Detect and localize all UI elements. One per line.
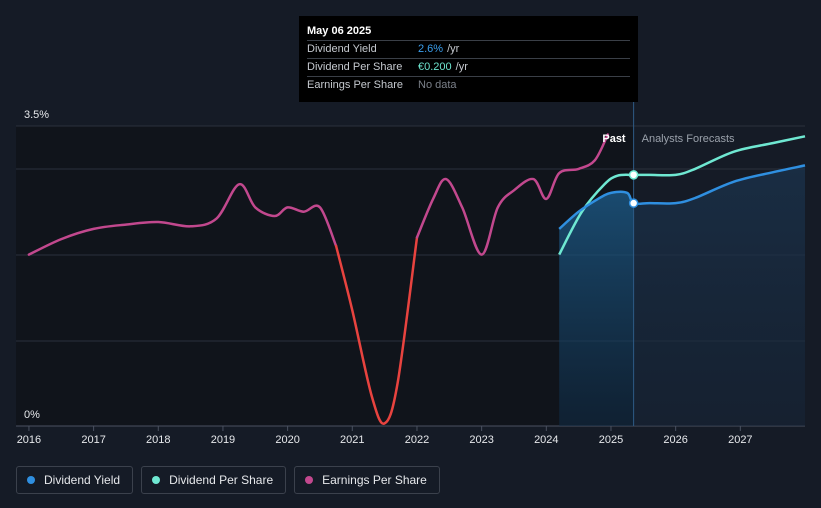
x-tick-label: 2026 — [663, 434, 687, 446]
x-tick-label: 2027 — [728, 434, 752, 446]
dividend-yield-area-forecast — [633, 165, 805, 426]
tooltip-unit: /yr — [447, 43, 460, 55]
dividend-yield-line — [558, 164, 806, 230]
forecast-label: Analysts Forecasts — [642, 133, 735, 145]
x-tick-label: 2025 — [599, 434, 623, 446]
x-tick-label: 2020 — [275, 434, 299, 446]
tooltip-value: No data — [418, 79, 457, 91]
earnings-per-share-line-recent — [415, 133, 610, 256]
x-tick-label: 2017 — [81, 434, 105, 446]
tooltip-unit: /yr — [455, 61, 468, 73]
legend: Dividend Yield Dividend Per Share Earnin… — [16, 466, 440, 494]
earnings-per-share-line-decline — [334, 236, 419, 425]
legend-label: Dividend Per Share — [169, 473, 274, 487]
legend-item-dividend-per-share[interactable]: Dividend Per Share — [141, 466, 287, 494]
tooltip-value: 2.6% — [418, 43, 444, 55]
x-tick-label: 2021 — [340, 434, 364, 446]
highlight-marker — [628, 170, 639, 180]
past-region — [16, 126, 634, 426]
dividend-per-share-line — [558, 135, 806, 256]
legend-dot-icon — [27, 476, 35, 484]
legend-item-earnings-per-share[interactable]: Earnings Per Share — [294, 466, 440, 494]
legend-dot-icon — [152, 476, 161, 484]
legend-label: Earnings Per Share — [322, 473, 427, 487]
x-tick-label: 2018 — [146, 434, 170, 446]
dividend-yield-area-past — [559, 191, 634, 426]
earnings-per-share-line — [27, 183, 338, 256]
x-tick-label: 2024 — [534, 434, 558, 446]
tooltip: May 06 2025 Dividend Yield 2.6% /yr Divi… — [299, 16, 638, 102]
tooltip-row-dividend-per-share: Dividend Per Share €0.200 /yr — [307, 58, 630, 76]
legend-label: Dividend Yield — [44, 473, 121, 487]
tooltip-row-dividend-yield: Dividend Yield 2.6% /yr — [307, 40, 630, 58]
highlight-marker — [628, 198, 639, 208]
tooltip-value: €0.200 — [418, 61, 452, 73]
x-tick-label: 2022 — [405, 434, 429, 446]
x-tick-label: 2019 — [211, 434, 235, 446]
y-axis-label-top: 3.5% — [24, 109, 49, 121]
tooltip-row-earnings-per-share: Earnings Per Share No data — [307, 76, 630, 94]
y-axis-label-bottom: 0% — [24, 409, 40, 421]
legend-item-dividend-yield[interactable]: Dividend Yield — [16, 466, 134, 494]
tooltip-label: Dividend Yield — [307, 43, 377, 55]
legend-dot-icon — [305, 476, 314, 484]
tooltip-label: Earnings Per Share — [307, 79, 403, 91]
x-tick-label: 2016 — [17, 434, 41, 446]
past-label: Past — [602, 133, 626, 145]
tooltip-date: May 06 2025 — [307, 25, 372, 37]
tooltip-label: Dividend Per Share — [307, 61, 403, 73]
x-tick-label: 2023 — [469, 434, 493, 446]
